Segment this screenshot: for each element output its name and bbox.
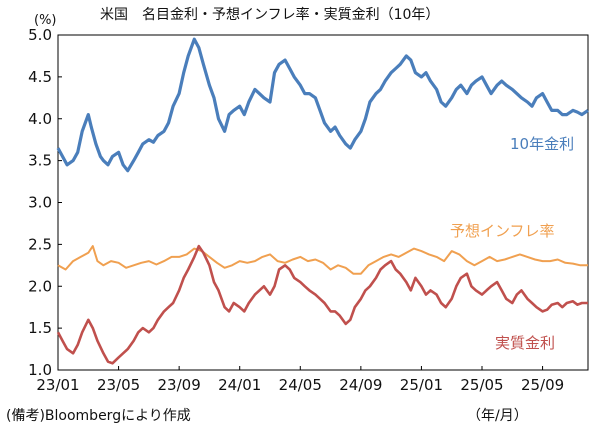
x-tick-label: 23/05 bbox=[97, 376, 140, 394]
label-inflation: 予想インフレ率 bbox=[450, 222, 555, 240]
y-tick-label: 3.5 bbox=[28, 152, 52, 170]
label-nominal: 10年金利 bbox=[510, 135, 574, 153]
series-line-0 bbox=[56, 37, 589, 173]
x-axis-unit: （年/月） bbox=[467, 408, 528, 424]
x-tick-label: 25/09 bbox=[521, 376, 564, 394]
x-tick-label: 23/01 bbox=[36, 376, 79, 394]
y-tick-label: 4.5 bbox=[28, 68, 52, 86]
x-tick-labels: 23/01 23/05 23/09 24/01 24/05 24/09 25/01 25/05… bbox=[36, 376, 564, 394]
y-tick-label: 3.0 bbox=[28, 194, 52, 212]
series-line-2 bbox=[56, 244, 588, 365]
y-tick-label: 4.0 bbox=[28, 110, 52, 128]
chart-title: 米国 名目金利・予想インフレ率・実質金利（10年） bbox=[100, 6, 439, 23]
x-tick-label: 23/09 bbox=[158, 376, 201, 394]
x-tick-label: 24/09 bbox=[339, 376, 382, 394]
y-tick-label: 5.0 bbox=[28, 26, 52, 44]
y-axis-unit: (%) bbox=[34, 13, 57, 28]
series-lines bbox=[56, 37, 589, 365]
x-tick-label: 24/05 bbox=[279, 376, 322, 394]
x-tick-label: 25/05 bbox=[460, 376, 503, 394]
y-tick-label: 2.0 bbox=[28, 277, 52, 295]
y-tick-label: 2.5 bbox=[28, 235, 52, 253]
label-real: 実質金利 bbox=[495, 334, 555, 352]
y-tick-labels: 5.0 4.5 4.0 3.5 3.0 2.5 2.0 1.5 1.0 bbox=[28, 26, 52, 379]
y-tick-label: 1.5 bbox=[28, 319, 52, 337]
x-tick-label: 25/01 bbox=[400, 376, 443, 394]
source-note: (備考)Bloombergにより作成 bbox=[6, 408, 191, 424]
plot-frame bbox=[57, 34, 589, 371]
y-tick-label: 1.0 bbox=[28, 361, 52, 379]
series-line-1 bbox=[57, 245, 588, 275]
x-tick-label: 24/01 bbox=[218, 376, 261, 394]
